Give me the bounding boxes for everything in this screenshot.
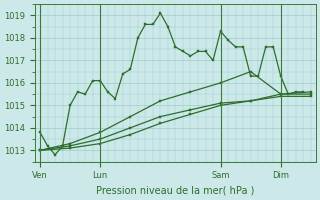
X-axis label: Pression niveau de la mer( hPa ): Pression niveau de la mer( hPa ) (96, 186, 255, 196)
